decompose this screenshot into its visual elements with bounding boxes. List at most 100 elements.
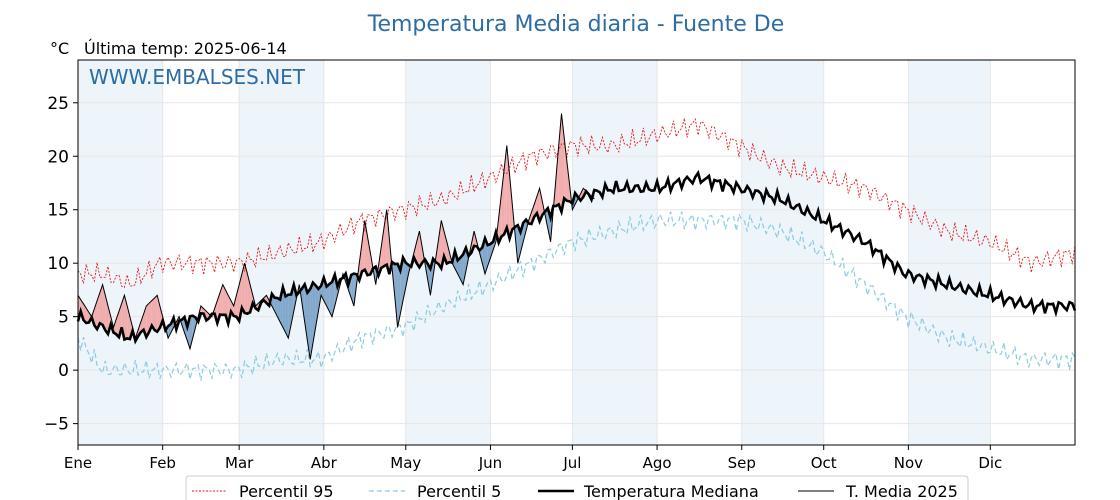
- fill-above-median: [241, 263, 245, 313]
- fill-below-median: [310, 282, 313, 360]
- month-band: [78, 60, 163, 445]
- x-tick-label: Feb: [149, 454, 176, 472]
- fill-above-median: [220, 284, 223, 315]
- unit-label: °C: [50, 39, 69, 58]
- x-tick-label: Ago: [643, 454, 672, 472]
- fill-above-median: [438, 220, 442, 269]
- fill-below-median: [312, 282, 316, 344]
- fill-below-median: [405, 262, 409, 288]
- series-percentil-95: [77, 117, 1076, 289]
- month-band: [239, 60, 324, 445]
- fill-above-median: [498, 193, 502, 243]
- fill-above-median: [233, 295, 237, 317]
- fill-below-median: [326, 284, 330, 312]
- fill-above-median: [556, 145, 559, 207]
- last-temp-label: Última temp: 2025-06-14: [84, 39, 287, 58]
- fill-below-median: [192, 315, 196, 339]
- watermark: WWW.EMBALSES.NET: [89, 65, 306, 89]
- legend-label-2025: T. Media 2025: [845, 482, 958, 500]
- plot-frame: [77, 59, 1076, 446]
- y-axis: −5 0 5 10 15 20 25: [44, 94, 78, 435]
- month-band: [572, 60, 658, 445]
- fill-above-median: [539, 188, 543, 222]
- fill-below-median: [484, 238, 488, 274]
- y-tick-label: 25: [47, 94, 69, 114]
- fill-above-median: [146, 303, 150, 338]
- chart-title: Temperatura Media diaria - Fuente De: [367, 12, 784, 37]
- fill-above-median: [97, 292, 100, 330]
- fill-below-median: [490, 241, 494, 258]
- fill-below-median: [427, 263, 431, 296]
- fill-above-median: [561, 113, 565, 212]
- fill-above-median: [99, 284, 103, 325]
- fill-above-median: [534, 196, 537, 217]
- fill-above-median: [446, 241, 450, 264]
- x-tick-label: Sep: [728, 454, 756, 472]
- fill-above-median: [244, 263, 248, 314]
- fill-above-median: [381, 228, 384, 268]
- fill-above-median: [564, 137, 567, 201]
- x-axis: Ene Feb Mar Abr May Jun Jul Ago Sep Oct Nov Dic: [64, 445, 1002, 472]
- legend-label-median: Temperatura Mediana: [583, 482, 759, 500]
- fill-below-median: [181, 317, 185, 333]
- fill-below-median: [329, 282, 333, 317]
- fill-below-median: [397, 263, 401, 328]
- y-tick-label: 10: [47, 254, 69, 274]
- legend: Percentil 95 Percentil 5 Temperatura Med…: [185, 475, 969, 500]
- fill-below-median: [523, 219, 526, 242]
- y-tick-label: 5: [58, 308, 69, 328]
- fill-below-median: [463, 247, 466, 285]
- fill-above-median: [509, 174, 513, 239]
- series-percentil-5: [77, 211, 1076, 381]
- legend-label-p5: Percentil 5: [417, 482, 501, 500]
- y-tick-label: −5: [44, 415, 69, 435]
- x-tick-label: Mar: [225, 454, 254, 472]
- fill-above-median: [362, 220, 365, 272]
- x-tick-label: Jun: [478, 454, 502, 472]
- fill-below-median: [307, 289, 311, 360]
- fill-below-median: [277, 297, 281, 323]
- fill-below-median: [460, 254, 464, 285]
- fill-below-median: [351, 273, 354, 306]
- y-tick-label: 15: [47, 201, 69, 221]
- x-tick-label: Oct: [811, 454, 837, 472]
- x-tick-label: Dic: [978, 454, 1002, 472]
- month-bands: [78, 60, 991, 445]
- fill-above-median: [386, 209, 390, 275]
- fill-above-median: [419, 231, 423, 268]
- y-tick-label: 0: [58, 361, 69, 381]
- legend-label-p95: Percentil 95: [239, 482, 334, 500]
- fill-below-median: [315, 285, 319, 328]
- fill-above-median: [367, 236, 371, 276]
- fill-above-median: [124, 295, 128, 340]
- fill-below-median: [301, 284, 305, 323]
- x-tick-label: Nov: [894, 454, 923, 472]
- fill-below-median: [168, 323, 171, 339]
- x-tick-label: Abr: [311, 454, 338, 472]
- series-temperatura-mediana: [76, 169, 1077, 345]
- x-tick-label: Jul: [562, 454, 581, 472]
- fill-below-median: [282, 287, 286, 333]
- legend-box: [185, 475, 969, 500]
- fill-above-median: [140, 313, 144, 333]
- month-band: [908, 60, 991, 445]
- fill-above-median: [151, 297, 155, 330]
- grid-lines: [77, 60, 1075, 445]
- month-band: [741, 60, 824, 445]
- fill-above-median: [222, 284, 226, 315]
- x-tick-label: May: [390, 454, 421, 472]
- y-tick-label: 20: [47, 147, 69, 167]
- fill-below-median: [457, 257, 461, 280]
- fill-above-median: [154, 295, 158, 332]
- fill-below-median: [285, 294, 289, 339]
- fill-above-median: [102, 284, 106, 331]
- fill-above-median: [501, 169, 505, 237]
- fill-above-median: [200, 305, 204, 314]
- fill-below-median: [487, 243, 491, 266]
- fill-below-median: [394, 263, 398, 328]
- series-lines: [76, 113, 1077, 381]
- series-t-media-2025: [77, 113, 595, 360]
- fill-below-median: [332, 274, 335, 317]
- x-tick-label: Ene: [64, 454, 92, 472]
